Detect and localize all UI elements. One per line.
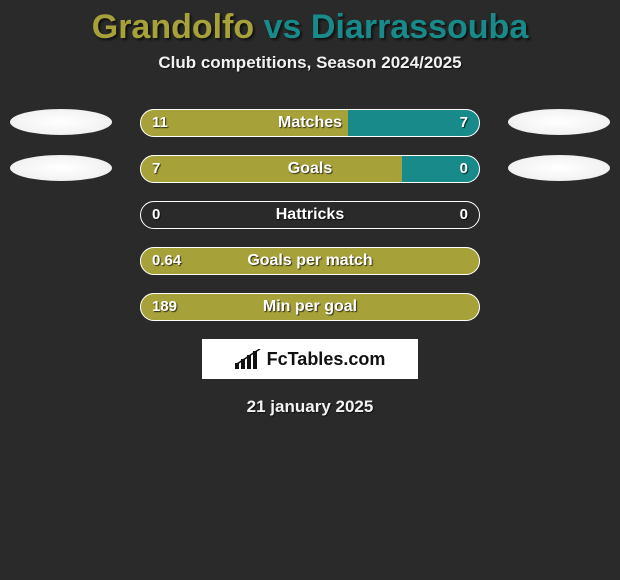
bar-track (140, 155, 480, 183)
avatar-placeholder-right (508, 109, 610, 135)
title-vs: vs (264, 8, 302, 46)
stat-row: 00Hattricks (0, 201, 620, 229)
stat-row: 0.64Goals per match (0, 247, 620, 275)
value-left: 0.64 (152, 247, 181, 275)
stat-row: 189Min per goal (0, 293, 620, 321)
logo-box: FcTables.com (202, 339, 418, 379)
logo-text: FcTables.com (267, 349, 386, 370)
avatar-placeholder-left (10, 109, 112, 135)
bar-track (140, 293, 480, 321)
bar-right (402, 155, 480, 183)
date: 21 january 2025 (0, 397, 620, 417)
value-right: 0 (460, 201, 468, 229)
title: Grandolfo vs Diarrassouba (0, 0, 620, 47)
value-right: 0 (460, 155, 468, 183)
bar-left (140, 293, 480, 321)
bar-left (140, 247, 480, 275)
avatar-placeholder-right (508, 155, 610, 181)
value-right: 7 (460, 109, 468, 137)
title-player1: Grandolfo (92, 8, 254, 46)
value-left: 7 (152, 155, 160, 183)
bar-chart-icon (235, 349, 261, 369)
stat-row: 117Matches (0, 109, 620, 137)
avatar-placeholder-left (10, 155, 112, 181)
subtitle: Club competitions, Season 2024/2025 (0, 53, 620, 73)
stat-rows: 117Matches70Goals00Hattricks0.64Goals pe… (0, 109, 620, 321)
stat-row: 70Goals (0, 155, 620, 183)
bar-track (140, 201, 480, 229)
bar-left (140, 109, 348, 137)
value-left: 189 (152, 293, 177, 321)
bar-left (140, 155, 402, 183)
value-left: 0 (152, 201, 160, 229)
h2h-infographic: Grandolfo vs Diarrassouba Club competiti… (0, 0, 620, 580)
bar-track (140, 247, 480, 275)
value-left: 11 (152, 109, 168, 137)
title-player2: Diarrassouba (311, 8, 528, 46)
bar-track (140, 109, 480, 137)
